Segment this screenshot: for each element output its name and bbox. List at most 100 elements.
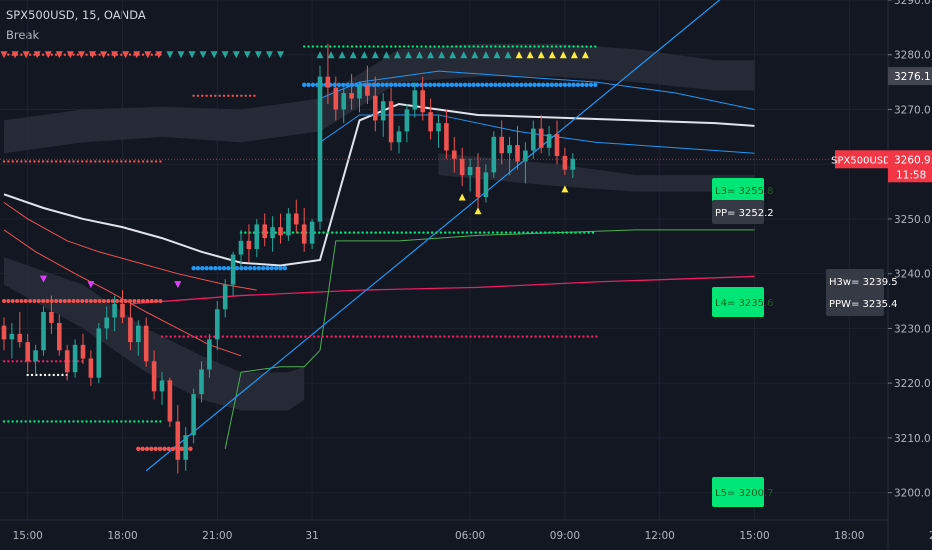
signal-marker [277, 51, 284, 59]
pivot-label-bg [826, 290, 884, 316]
candle-body [215, 309, 220, 340]
dotted-level-top-green [303, 45, 597, 48]
candle-body [143, 325, 149, 362]
red-line-1 [3, 202, 257, 291]
y-tick-label: 3280.0 [894, 50, 931, 62]
dotted-level-3247 [239, 231, 595, 234]
symbol-label-bg [835, 150, 888, 169]
signal-marker [232, 51, 240, 59]
x-tick-label: 21:00 [929, 530, 932, 542]
candle-body [96, 328, 102, 378]
candle-body [301, 224, 307, 244]
signal-marker [100, 51, 108, 59]
signal-marker [393, 51, 401, 59]
trail-line [224, 229, 755, 449]
pink-ma-line [130, 275, 755, 305]
candle-body [33, 350, 38, 362]
candle-body [88, 358, 94, 378]
current-price-label-bg [888, 150, 932, 183]
signal-marker [438, 51, 446, 59]
candle-body [365, 84, 370, 96]
x-tick-label: 18:00 [107, 530, 137, 542]
candle-body [41, 312, 46, 351]
signal-marker [460, 51, 468, 59]
dotted-level-blue-low [191, 266, 288, 271]
pivot-label-bg [712, 477, 764, 507]
dotted-level-3272 [192, 94, 256, 97]
candle-body [238, 240, 244, 255]
candle-body [507, 145, 512, 154]
x-tick-label: 15:00 [13, 530, 43, 542]
signal-marker [254, 51, 262, 59]
lower-band [4, 257, 305, 411]
dotted-level-3235 [2, 299, 163, 304]
signal-marker [88, 51, 96, 59]
signal-marker [416, 51, 424, 59]
signal-marker [199, 51, 207, 59]
candle-body [570, 158, 576, 170]
candle-body [459, 158, 465, 176]
pivot-label-bg [712, 178, 764, 202]
candle-body [222, 284, 228, 310]
signal-marker [111, 51, 119, 59]
candle-body [452, 150, 457, 159]
candle-body [475, 166, 481, 198]
candle-body [183, 435, 188, 460]
dotted-level-3228 [160, 335, 598, 338]
signal-marker [55, 51, 63, 59]
signal-marker [44, 51, 52, 59]
signal-marker [526, 51, 534, 59]
signal-marker [537, 51, 545, 59]
signal-marker [559, 51, 567, 59]
signal-marker [22, 51, 30, 59]
signal-marker [166, 51, 174, 59]
current-price-value: 3260.9 [894, 154, 931, 166]
candle-body [436, 123, 441, 132]
candle-body [167, 380, 173, 422]
signal-marker [360, 51, 368, 59]
pivot-label-bg [712, 200, 764, 224]
signal-marker [122, 51, 130, 59]
signal-marker [316, 51, 324, 59]
signal-marker [371, 51, 379, 59]
candle-body [491, 136, 497, 173]
candle-body [294, 213, 299, 225]
price-axis-panel [888, 0, 932, 550]
candle-body [380, 101, 386, 121]
pink-marker [174, 281, 182, 289]
signal-marker [33, 51, 41, 59]
candle-body [333, 87, 339, 110]
pivot-label: PPW= 3235.4 [829, 299, 898, 310]
candle-body [254, 224, 260, 250]
trendline[interactable] [145, 0, 723, 472]
pivot-label: PP= 3252.2 [715, 208, 774, 219]
signal-marker [177, 51, 185, 59]
dotted-level-3260 [2, 160, 162, 163]
y-tick-label: 3250.0 [894, 214, 931, 226]
chart-title: SPX500USD, 15, OANDA [6, 8, 146, 22]
candle-body [136, 325, 141, 343]
candle-body [404, 109, 410, 132]
signal-marker [338, 51, 346, 59]
candle-body [207, 339, 212, 370]
candle-body [230, 254, 236, 285]
candle-body [64, 350, 70, 373]
candle-body [80, 344, 86, 359]
pivot-label: L3= 3255.8 [715, 186, 773, 197]
candle-body [25, 342, 30, 362]
moving-average-line [3, 102, 755, 267]
indicator-name: Break [6, 28, 40, 42]
signal-marker [482, 51, 490, 59]
signal-marker [449, 51, 457, 59]
candle-body [531, 128, 536, 151]
candle-body [17, 333, 23, 343]
yellow-marker [458, 193, 466, 201]
x-tick-label: 12:00 [645, 530, 675, 542]
candle-body [246, 240, 252, 250]
candle-body [546, 134, 552, 148]
candle-body [523, 150, 528, 162]
candle-body [428, 112, 433, 132]
signal-marker [349, 51, 357, 59]
envelope-lower-line [319, 114, 755, 154]
